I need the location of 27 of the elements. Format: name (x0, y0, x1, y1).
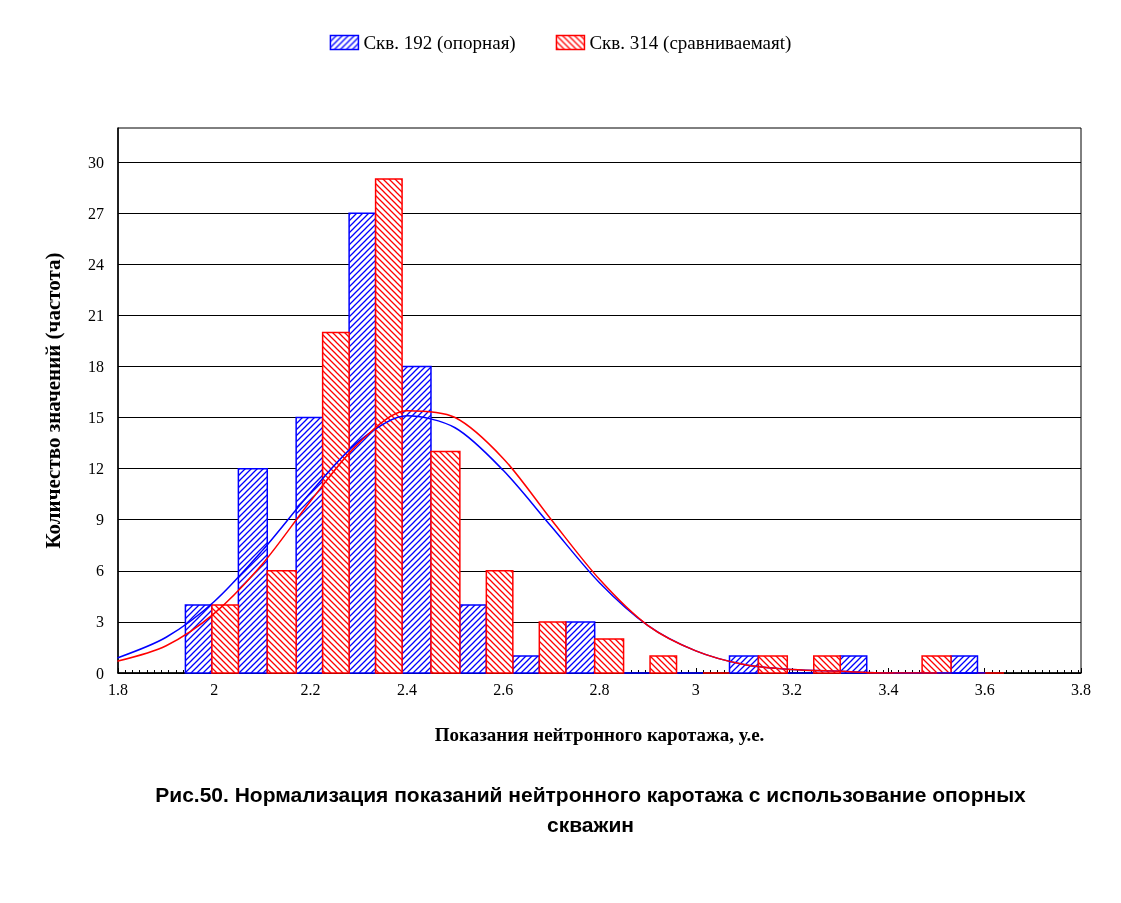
legend-label: Скв. 192 (опорная) (363, 32, 516, 54)
x-tick-label: 2 (210, 680, 219, 698)
x-tick-label: 2.2 (300, 680, 321, 698)
x-tick-label: 2.4 (396, 680, 417, 698)
y-tick-label: 12 (88, 460, 104, 478)
y-tick-label: 18 (88, 357, 104, 375)
x-tick-label: 2.8 (589, 680, 610, 698)
text: Рис.50. Нормализация показаний нейтронного каротажа с использование опорных скважин (154, 782, 1027, 838)
y-tick-label: 21 (88, 306, 104, 324)
y-tick-label: 3 (96, 613, 104, 631)
x-tick-label: 1.8 (108, 680, 128, 698)
y-tick-label: 15 (88, 409, 104, 427)
x-tick-label: 2.6 (493, 680, 514, 698)
x-tick-label: 3.4 (878, 680, 899, 698)
y-tick-label: 0 (96, 664, 104, 682)
x-tick-label: 3.6 (974, 680, 995, 698)
y-tick-label: 6 (96, 562, 104, 580)
x-tick-label: 3.8 (1071, 680, 1091, 698)
y-axis-title: Количество значений (частота) (40, 252, 65, 549)
y-tick-label: 9 (96, 511, 104, 529)
x-tick-label: 3.2 (782, 680, 803, 698)
x-tick-label: 3 (691, 680, 700, 698)
legend-label: Скв. 314 (сравниваемаяt) (589, 32, 792, 54)
y-tick-label: 24 (88, 255, 104, 273)
x-axis-title: Показания нейтронного каротажа, у.е. (434, 724, 765, 745)
y-tick-label: 27 (88, 204, 104, 222)
y-tick-label: 30 (88, 153, 104, 171)
